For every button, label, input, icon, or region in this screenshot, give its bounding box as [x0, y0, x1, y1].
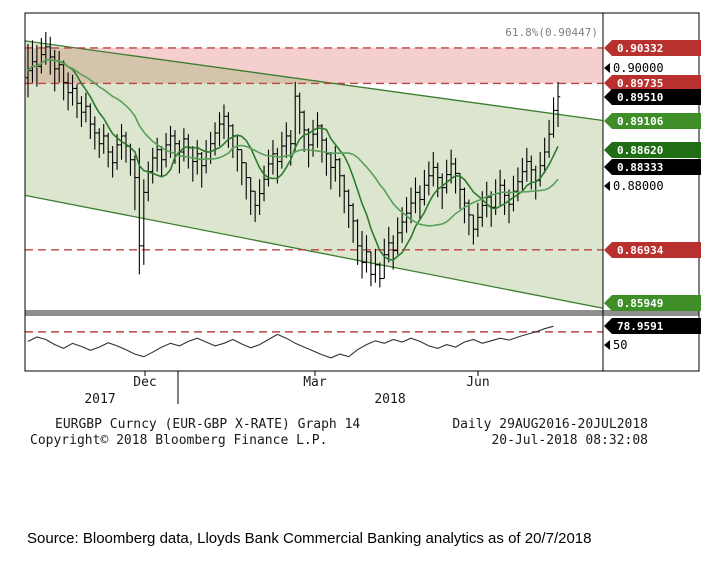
- panel-separator: [25, 310, 699, 316]
- rsi-line: [27, 325, 554, 359]
- chart-canvas: [24, 12, 700, 404]
- moving-average-line: [27, 58, 559, 227]
- source-note: Source: Bloomberg data, Lloyds Bank Comm…: [27, 530, 592, 547]
- price-bars: [25, 32, 561, 288]
